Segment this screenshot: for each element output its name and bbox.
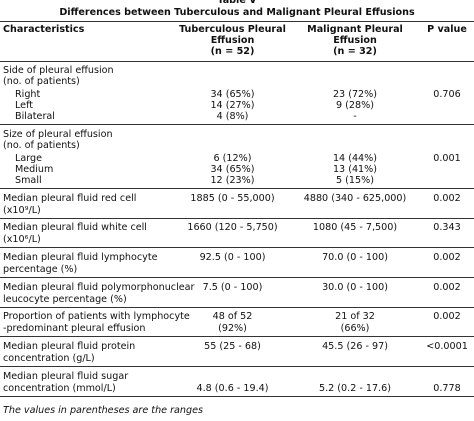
item-name: Right	[15, 89, 41, 100]
row-label: concentration (g/L)	[3, 352, 95, 364]
p-value: 0.002	[433, 252, 461, 263]
rule	[0, 247, 474, 248]
tb-value: 6 (12%)	[213, 153, 252, 164]
rule	[0, 307, 474, 308]
mal-value: 70.0 (0 - 100)	[322, 252, 388, 263]
column-header: (n = 32)	[333, 46, 377, 57]
column-header: Tuberculous Pleural	[179, 24, 286, 35]
mal-value: (66%)	[340, 322, 370, 334]
column-header: Effusion	[210, 35, 255, 46]
p-value: 0.778	[433, 383, 461, 394]
row-label: (x10⁶/L)	[3, 233, 41, 245]
rule	[0, 366, 474, 367]
row-label: Median pleural fluid polymorphonuclear	[3, 282, 195, 293]
mal-value: 9 (28%)	[336, 100, 374, 111]
p-value: <0.0001	[426, 341, 468, 352]
row-label: Median pleural fluid protein	[3, 341, 136, 352]
tb-value: 34 (65%)	[210, 89, 255, 100]
tb-value: 14 (27%)	[210, 100, 255, 111]
p-value: 0.343	[433, 222, 461, 233]
footnote: The values in parentheses are the ranges	[3, 405, 203, 416]
row-label: leucocyte percentage (%)	[3, 293, 127, 305]
rule	[0, 124, 474, 125]
rule	[0, 396, 474, 397]
row-label: percentage (%)	[3, 263, 78, 275]
row-label: (x10⁹/L)	[3, 204, 41, 216]
rule	[0, 188, 474, 189]
mal-value: 45.5 (26 - 97)	[322, 341, 388, 352]
tb-value: 55 (25 - 68)	[204, 341, 261, 352]
row-label: Median pleural fluid white cell	[3, 222, 147, 233]
row-label: Median pleural fluid lymphocyte	[3, 252, 158, 263]
rule	[0, 218, 474, 219]
column-header: Effusion	[333, 35, 377, 46]
rule	[0, 336, 474, 337]
rule	[0, 277, 474, 278]
item-name: Medium	[15, 164, 54, 175]
mal-value: 30.0 (0 - 100)	[322, 282, 388, 293]
row-label: Median pleural fluid red cell	[3, 193, 137, 204]
tb-value: (92%)	[218, 322, 247, 334]
p-value: 0.706	[433, 89, 461, 100]
item-name: Large	[15, 153, 42, 164]
p-value: 0.001	[433, 153, 461, 164]
mal-value: 23 (72%)	[332, 89, 378, 100]
p-value: 0.002	[433, 311, 461, 322]
mal-value: -	[353, 111, 357, 122]
column-header: Characteristics	[3, 24, 85, 35]
mal-value: 4880 (340 - 625,000)	[303, 193, 407, 204]
tb-value: 7.5 (0 - 100)	[202, 282, 263, 293]
rule	[0, 61, 474, 62]
table-subtitle: Differences between Tuberculous and Mali…	[59, 7, 415, 18]
mal-value: 14 (44%)	[332, 153, 378, 164]
group-label: (no. of patients)	[3, 76, 80, 87]
tb-value: 4 (8%)	[216, 111, 249, 122]
p-value: 0.002	[433, 282, 461, 293]
column-header: Malignant Pleural	[307, 24, 403, 35]
tb-value: 1885 (0 - 55,000)	[190, 193, 275, 204]
row-label: Median pleural fluid sugar	[3, 371, 129, 382]
group-label: Size of pleural effusion	[3, 129, 113, 140]
item-name: Bilateral	[15, 111, 55, 122]
tb-value: 1660 (120 - 5,750)	[187, 222, 278, 233]
mal-value: 13 (41%)	[332, 164, 378, 175]
tb-value: 12 (23%)	[210, 175, 255, 186]
group-label: Side of pleural effusion	[3, 65, 114, 76]
column-header: (n = 52)	[210, 46, 255, 57]
p-value: 0.002	[433, 193, 461, 204]
row-label: concentration (mmol/L)	[3, 382, 116, 394]
item-name: Small	[15, 175, 42, 186]
tb-value: 34 (65%)	[210, 164, 255, 175]
tb-value: 92.5 (0 - 100)	[199, 252, 266, 263]
item-name: Left	[15, 100, 34, 111]
group-label: (no. of patients)	[3, 140, 80, 151]
mal-value: 5.2 (0.2 - 17.6)	[319, 383, 391, 394]
mal-value: 21 of 32	[335, 311, 375, 322]
tb-value: 48 of 52	[212, 311, 253, 322]
mal-value: 1080 (45 - 7,500)	[312, 222, 398, 233]
table-title: Table V	[217, 0, 257, 6]
row-label: Proportion of patients with lymphocyte	[3, 311, 190, 322]
mal-value: 5 (15%)	[336, 175, 374, 186]
rule	[0, 21, 474, 22]
column-header: P value	[427, 24, 467, 35]
tb-value: 4.8 (0.6 - 19.4)	[196, 383, 269, 394]
row-label: -predominant pleural effusion	[3, 322, 146, 334]
